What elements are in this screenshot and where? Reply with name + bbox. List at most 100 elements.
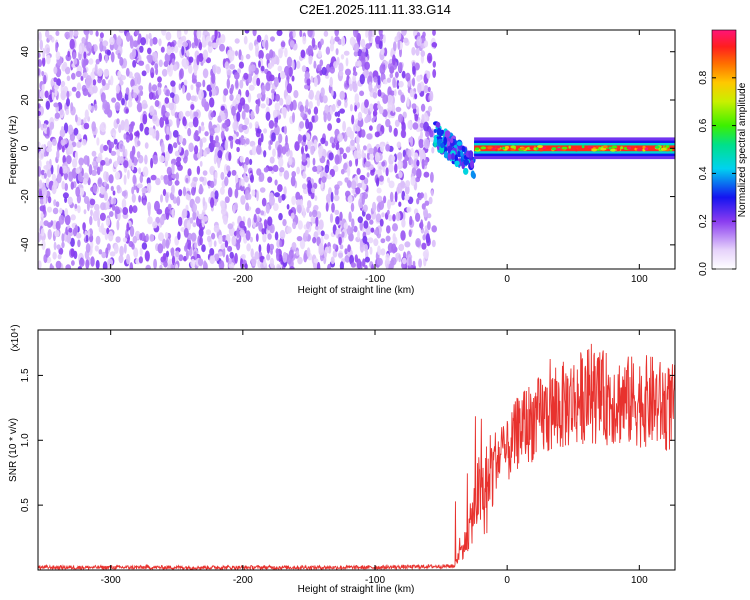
heatmap-cell bbox=[505, 146, 510, 149]
heatmap-cell bbox=[267, 62, 273, 70]
heatmap-cell bbox=[236, 227, 240, 239]
heatmap-cell bbox=[344, 248, 348, 255]
heatmap-cell bbox=[123, 160, 129, 169]
heatmap-cell bbox=[123, 123, 130, 132]
heatmap-cell bbox=[344, 254, 351, 263]
heatmap-cell bbox=[369, 219, 374, 225]
heatmap-cell bbox=[409, 88, 414, 98]
heatmap-cell bbox=[415, 47, 420, 57]
heatmap-cell bbox=[145, 233, 149, 242]
heatmap-cell bbox=[386, 209, 390, 215]
heatmap-cell bbox=[394, 36, 400, 43]
heatmap-cell bbox=[354, 254, 358, 263]
heatmap-cell bbox=[337, 110, 341, 118]
heatmap-cell bbox=[636, 148, 643, 152]
heatmap-cell bbox=[271, 132, 276, 142]
heatmap-cell bbox=[329, 213, 334, 224]
heatmap-cell bbox=[43, 172, 47, 179]
heatmap-cell bbox=[355, 134, 360, 145]
heatmap-cell bbox=[69, 30, 74, 38]
heatmap-cell bbox=[155, 130, 160, 141]
heatmap-cell bbox=[334, 111, 339, 117]
heatmap-cell bbox=[104, 157, 109, 164]
heatmap-cell bbox=[78, 258, 85, 267]
heatmap-cell bbox=[191, 42, 195, 49]
heatmap-cell bbox=[357, 60, 362, 68]
heatmap-cell bbox=[234, 188, 239, 199]
colorbar-tick-label: 0.6 bbox=[698, 118, 709, 132]
heatmap-cell bbox=[182, 186, 187, 197]
snr-x-tick-label: -200 bbox=[233, 575, 253, 586]
heatmap-cell bbox=[281, 194, 286, 201]
heatmap-cell bbox=[316, 64, 322, 72]
heatmap-cell bbox=[66, 90, 70, 99]
heatmap-cell bbox=[167, 203, 172, 210]
heatmap-cell bbox=[61, 165, 68, 174]
heatmap-cell bbox=[283, 108, 287, 119]
heatmap-cell bbox=[176, 30, 182, 40]
heatmap-cell bbox=[131, 152, 135, 164]
heatmap-cell bbox=[72, 158, 78, 169]
heatmap-cell bbox=[326, 111, 332, 122]
heatmap-cell bbox=[46, 146, 52, 153]
heatmap-cell bbox=[149, 38, 153, 47]
heatmap-cell bbox=[289, 40, 295, 48]
heatmap-cell bbox=[108, 230, 114, 242]
heatmap-cell bbox=[435, 121, 441, 128]
heatmap-cell bbox=[192, 203, 197, 213]
heatmap-cell bbox=[238, 61, 244, 69]
heatmap-cell bbox=[269, 156, 275, 164]
heatmap-cell bbox=[416, 168, 422, 179]
heatmap-cell bbox=[250, 110, 255, 120]
heatmap-cell bbox=[95, 208, 100, 218]
heatmap-cell bbox=[182, 41, 189, 48]
heatmap-cell bbox=[357, 111, 363, 121]
heatmap-cell bbox=[171, 173, 177, 179]
heatmap-cell bbox=[152, 221, 158, 229]
heatmap-cell bbox=[209, 97, 215, 108]
heatmap-cell bbox=[236, 146, 240, 153]
heatmap-cell bbox=[356, 182, 363, 188]
heatmap-cell bbox=[142, 103, 148, 109]
heatmap-cell bbox=[75, 70, 82, 78]
heatmap-cell bbox=[40, 228, 45, 237]
spectrogram-heatmap bbox=[38, 30, 675, 269]
snr-x-tick-label: -100 bbox=[365, 575, 385, 586]
heatmap-cell bbox=[660, 147, 667, 151]
heatmap-cell bbox=[152, 37, 158, 45]
heatmap-cell bbox=[171, 163, 175, 175]
heatmap-cell bbox=[114, 171, 121, 181]
heatmap-cell bbox=[131, 186, 135, 195]
heatmap-cell bbox=[375, 35, 381, 45]
heatmap-cell bbox=[55, 201, 60, 208]
heatmap-cell bbox=[536, 147, 539, 151]
heatmap-cell bbox=[83, 58, 89, 65]
colorbar-tick-label: 0.2 bbox=[698, 214, 709, 228]
heatmap-cell bbox=[171, 208, 175, 219]
heatmap-cell bbox=[364, 99, 369, 108]
heatmap-cell bbox=[376, 177, 380, 187]
heatmap-cell bbox=[353, 43, 360, 53]
heatmap-cell bbox=[418, 258, 422, 268]
heatmap-cell bbox=[152, 51, 158, 62]
heatmap-cell bbox=[642, 145, 646, 149]
heatmap-cell bbox=[38, 103, 41, 109]
heatmap-cell bbox=[352, 79, 357, 89]
heatmap-cell bbox=[293, 90, 299, 99]
heatmap-cell bbox=[389, 72, 394, 79]
heatmap-cell bbox=[85, 243, 91, 253]
heatmap-cell bbox=[94, 63, 98, 74]
heatmap-cell bbox=[54, 87, 58, 97]
heatmap-cell bbox=[373, 229, 379, 235]
heatmap-cell bbox=[73, 250, 78, 260]
heatmap-cell bbox=[116, 219, 120, 231]
heatmap-cell bbox=[160, 46, 165, 53]
heatmap-cell bbox=[320, 230, 325, 237]
heatmap-cell bbox=[400, 94, 406, 103]
heatmap-cell bbox=[236, 111, 241, 122]
heatmap-cell bbox=[286, 204, 290, 210]
heatmap-cell bbox=[282, 219, 287, 227]
heatmap-cell bbox=[226, 69, 232, 76]
heatmap-cell bbox=[222, 93, 227, 103]
heatmap-cell bbox=[398, 80, 404, 88]
